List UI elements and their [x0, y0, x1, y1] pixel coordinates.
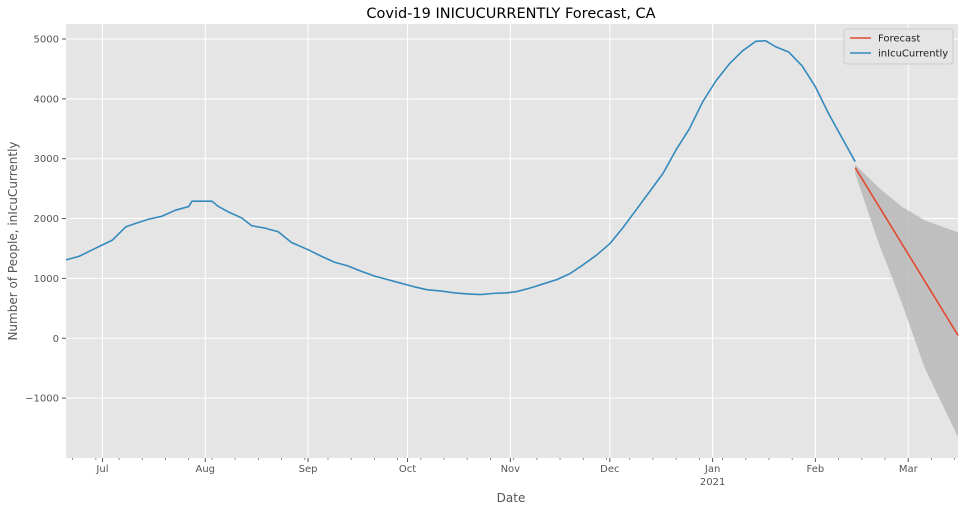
x-tick-label: Dec	[600, 464, 619, 475]
x-tick-label: Oct	[399, 464, 416, 475]
chart-title: Covid-19 INICUCURRENTLY Forecast, CA	[366, 6, 655, 22]
y-tick-label: 2000	[34, 214, 59, 225]
plot-background	[66, 24, 958, 458]
y-tick-label: −1000	[25, 394, 59, 405]
series-line-inIcuCurrently	[65, 39, 856, 296]
y-tick-label: 5000	[34, 34, 59, 45]
series-line-Forecast	[854, 167, 959, 336]
legend-label-forecast: Forecast	[878, 34, 920, 45]
legend: Forecast inIcuCurrently	[843, 28, 954, 65]
x-tick-label: Jan	[704, 464, 720, 475]
y-axis: −1000 0 1000 2000 3000 4000 5000	[25, 34, 66, 405]
y-axis-label: Number of People, inIcuCurrently	[6, 141, 20, 340]
y-tick-label: 0	[53, 334, 59, 345]
x-tick-label: Jul	[95, 464, 108, 475]
x-tick-label: Feb	[807, 464, 825, 475]
y-tick-label: 4000	[34, 94, 59, 105]
x-tick-sublabel: 2021	[700, 477, 725, 488]
confidence-band-layer	[855, 164, 958, 438]
legend-box	[843, 28, 954, 65]
confidence-band	[855, 164, 958, 438]
x-tick-label: Mar	[899, 464, 919, 475]
x-tick-label: Sep	[299, 464, 318, 475]
series-layer	[65, 39, 959, 336]
x-axis: Jul Aug Sep Oct Nov Dec Jan 2021 Feb Mar	[72, 458, 956, 488]
grid-lines	[66, 24, 958, 458]
y-tick-label: 3000	[34, 154, 59, 165]
x-tick-label: Nov	[501, 464, 521, 475]
x-axis-label: Date	[497, 491, 526, 505]
x-tick-label: Aug	[196, 464, 216, 475]
legend-label-inIcuCurrently: inIcuCurrently	[878, 49, 948, 60]
y-tick-label: 1000	[34, 274, 59, 285]
